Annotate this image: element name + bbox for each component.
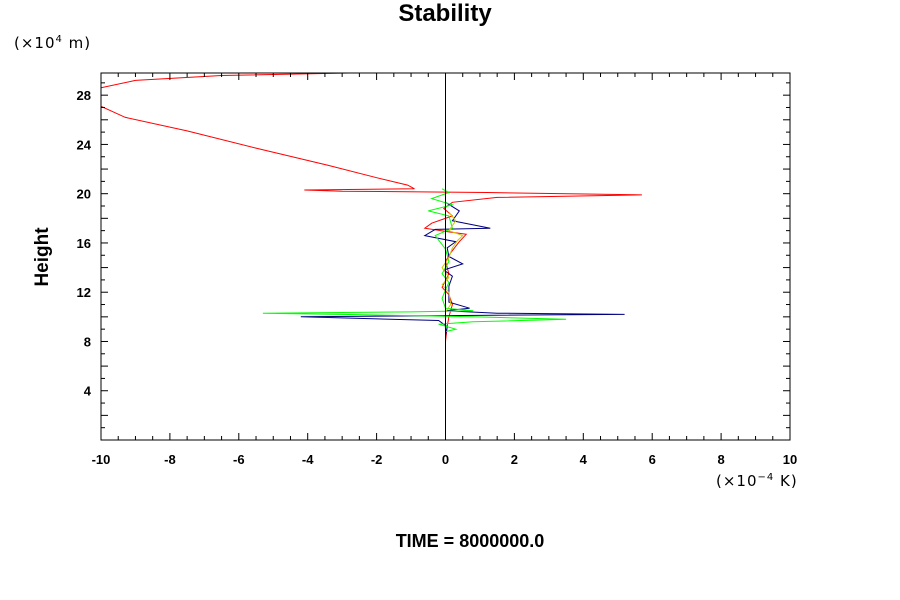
y-axis-unit: (×104 m) xyxy=(14,34,91,52)
chart-title: Stability xyxy=(398,0,492,27)
x-tick-label: 10 xyxy=(783,452,797,467)
y-tick-label: 24 xyxy=(77,137,92,152)
x-tick-label: 8 xyxy=(717,452,724,467)
x-unit-exponent: −4 xyxy=(757,472,775,483)
series-layer xyxy=(101,73,642,367)
x-tick-label: 6 xyxy=(649,452,656,467)
time-footer: TIME = 8000000.0 xyxy=(395,531,545,551)
y-unit-prefix: (×10 xyxy=(14,34,56,52)
y-tick-label: 4 xyxy=(84,384,92,399)
y-tick-label: 8 xyxy=(84,334,91,349)
x-tick-label: -2 xyxy=(371,452,383,467)
x-axis-unit: (×10−4 K) xyxy=(716,472,798,490)
x-tick-label: 0 xyxy=(442,452,449,467)
y-tick-label: 20 xyxy=(77,187,91,202)
series-line-1 xyxy=(101,73,642,367)
series-line-4 xyxy=(441,211,464,313)
y-tick-label: 28 xyxy=(77,88,91,103)
series-line-3 xyxy=(262,188,567,333)
x-tick-label: -6 xyxy=(233,452,245,467)
x-tick-label: -4 xyxy=(302,452,314,467)
x-unit-suffix: K) xyxy=(774,472,798,490)
y-unit-suffix: m) xyxy=(62,34,92,52)
x-tick-label: 4 xyxy=(580,452,588,467)
y-unit-exponent: 4 xyxy=(55,34,63,45)
series-line-2 xyxy=(300,190,625,336)
x-tick-label: -10 xyxy=(92,452,111,467)
x-unit-prefix: (×10 xyxy=(716,472,758,490)
x-tick-label: -8 xyxy=(164,452,176,467)
y-tick-label: 12 xyxy=(77,285,91,300)
x-tick-label: 2 xyxy=(511,452,518,467)
y-tick-label: 16 xyxy=(77,236,91,251)
